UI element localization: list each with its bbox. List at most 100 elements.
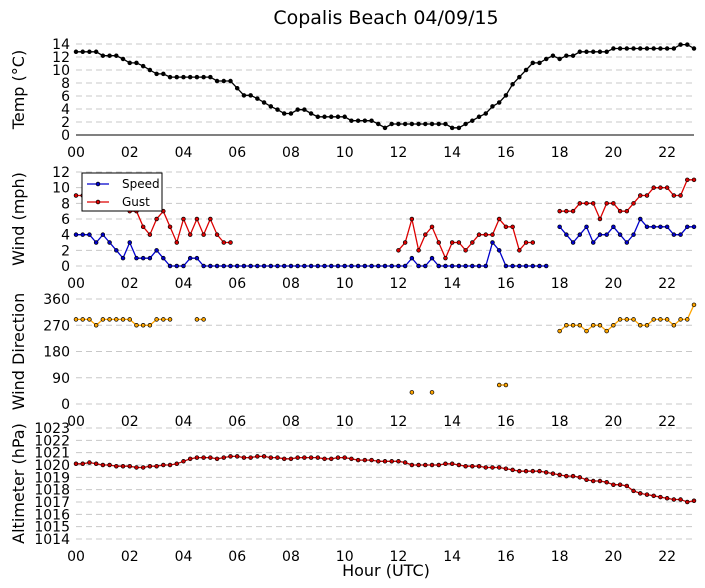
temp-point	[80, 49, 85, 55]
speed-point	[349, 263, 354, 269]
temp-point	[537, 60, 542, 66]
gust-point	[201, 232, 206, 237]
y-tick-label: 14	[52, 37, 70, 53]
temp-point	[651, 46, 656, 51]
speed-point	[517, 263, 522, 269]
x-tick-label: 14	[443, 145, 461, 161]
x-tick-label: 16	[497, 549, 515, 565]
gust-point	[685, 177, 690, 183]
speed-point	[315, 263, 321, 269]
altimeter-point	[530, 468, 536, 474]
x-tick-label: 22	[658, 549, 676, 565]
x-tick-label: 02	[121, 414, 139, 430]
direction-point	[577, 323, 583, 328]
speed-point	[671, 232, 677, 237]
gust-point	[584, 201, 589, 206]
temp-point	[543, 56, 549, 62]
y-tick-label: 0	[61, 128, 70, 144]
x-tick-label: 08	[282, 549, 300, 565]
altimeter-point	[490, 465, 495, 470]
direction-point	[590, 323, 596, 328]
temp-point	[604, 49, 609, 55]
altimeter-point	[120, 463, 126, 469]
temp-point	[349, 118, 354, 123]
direction-point	[678, 317, 683, 322]
gust-point	[530, 240, 536, 245]
x-tick-label: 20	[604, 414, 622, 430]
altimeter-point	[234, 454, 240, 459]
altimeter-point	[362, 457, 368, 463]
speed-point	[651, 224, 656, 230]
temp-point	[644, 46, 650, 51]
altimeter-point	[161, 462, 166, 468]
temp-point	[557, 56, 562, 62]
direction-point	[127, 317, 132, 322]
altimeter-point	[557, 472, 562, 478]
speed-point	[577, 232, 583, 237]
altimeter-point	[194, 455, 200, 460]
altimeter-point	[436, 462, 441, 468]
x-tick-label: 08	[282, 276, 300, 292]
speed-point	[120, 255, 126, 261]
gust-point	[644, 193, 650, 198]
altimeter-point	[463, 463, 468, 469]
direction-point	[107, 317, 112, 322]
temp-point	[134, 60, 139, 66]
y-tick-label: 270	[43, 318, 70, 334]
altimeter-point	[496, 465, 502, 470]
speed-point	[174, 263, 180, 269]
speed-point	[322, 263, 327, 269]
gust-point	[691, 177, 697, 183]
speed-point	[597, 232, 603, 237]
altimeter-point	[664, 496, 670, 501]
direction-point	[644, 323, 650, 328]
speed-point	[644, 224, 650, 230]
direction-point	[570, 323, 576, 328]
speed-point	[503, 263, 509, 269]
gust-point	[470, 240, 475, 245]
gust-point	[416, 248, 421, 253]
y-tick-label: 6	[61, 89, 70, 105]
altimeter-point	[658, 494, 663, 500]
speed-point	[638, 216, 643, 222]
gust-point	[154, 216, 159, 222]
speed-point	[161, 255, 166, 261]
altimeter-point	[409, 462, 415, 468]
direction-point	[664, 317, 670, 322]
legend-gust-marker	[95, 199, 101, 205]
x-tick-label: 10	[336, 414, 354, 430]
speed-point	[281, 263, 287, 269]
y-tick-label: 90	[52, 371, 70, 387]
x-tick-label: 06	[228, 276, 246, 292]
gust-point	[490, 232, 495, 237]
gust-point	[597, 216, 603, 222]
temp-point	[664, 46, 670, 51]
temp-point	[402, 121, 408, 127]
temp-point	[214, 78, 220, 84]
temp-point	[530, 60, 536, 66]
direction-point	[201, 317, 206, 322]
gust-point	[443, 255, 448, 261]
direction-point	[73, 317, 79, 322]
temp-point	[107, 53, 112, 58]
y-tick-label: 1020	[34, 458, 70, 474]
x-tick-label: 02	[121, 276, 139, 292]
gust-point	[590, 201, 596, 206]
speed-point	[510, 263, 515, 269]
direction-point	[409, 390, 415, 395]
altimeter-point	[456, 462, 462, 468]
gust-point	[476, 232, 482, 237]
altimeter-point	[624, 483, 630, 489]
temp-point	[255, 96, 260, 101]
temp-point	[456, 125, 462, 131]
altimeter-point	[584, 477, 589, 483]
direction-point	[503, 382, 509, 388]
x-axis-label: Hour (UTC)	[342, 561, 430, 580]
temp-point	[362, 118, 368, 123]
gust-point	[194, 216, 200, 222]
altimeter-point	[214, 456, 220, 462]
speed-line	[559, 217, 694, 244]
speed-point	[214, 263, 220, 269]
temp-point	[624, 46, 630, 51]
